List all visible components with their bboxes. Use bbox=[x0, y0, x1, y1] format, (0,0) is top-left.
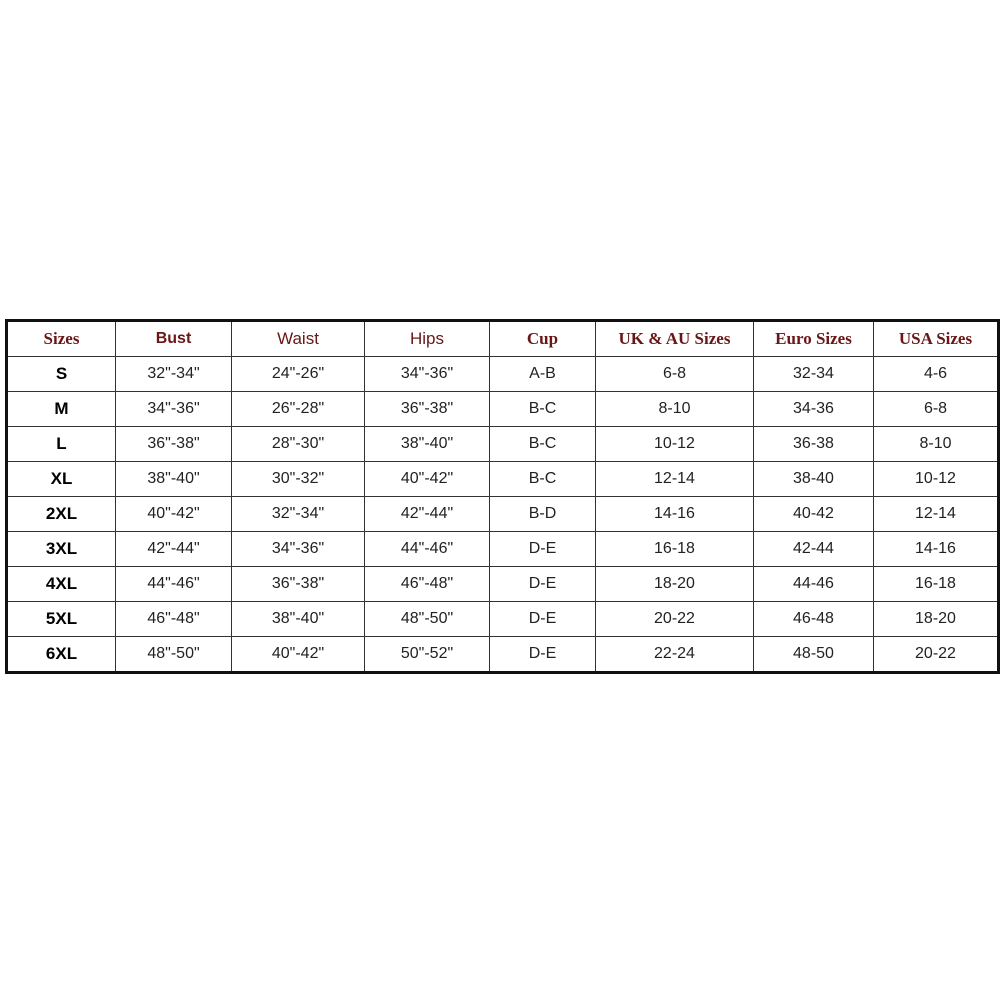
table-cell: 48-50 bbox=[753, 636, 874, 673]
table-cell: 44"-46" bbox=[364, 531, 490, 567]
table-cell: 24"-26" bbox=[231, 356, 365, 392]
table-row: M 34"-36" 26"-28" 36"-38" B-C 8-10 34-36 6-8 bbox=[6, 391, 999, 427]
table-row: 2XL 40"-42" 32"-34" 42"-44" B-D 14-16 40-42 12-… bbox=[6, 496, 999, 532]
table-cell: 18-20 bbox=[595, 566, 754, 602]
table-cell: 34"-36" bbox=[115, 391, 232, 427]
table-cell: A-B bbox=[489, 356, 596, 392]
table-cell: 34"-36" bbox=[364, 356, 490, 392]
table-cell: 50"-52" bbox=[364, 636, 490, 673]
table-cell: B-D bbox=[489, 496, 596, 532]
table-cell: 38-40 bbox=[753, 461, 874, 497]
size-cell: 5XL bbox=[6, 601, 116, 637]
table-cell: 8-10 bbox=[595, 391, 754, 427]
table-cell: 10-12 bbox=[873, 461, 999, 497]
table-cell: 30"-32" bbox=[231, 461, 365, 497]
table-cell: 46-48 bbox=[753, 601, 874, 637]
header-cell: Euro Sizes bbox=[753, 320, 874, 357]
table-cell: 16-18 bbox=[873, 566, 999, 602]
table-cell: 20-22 bbox=[873, 636, 999, 673]
table-cell: 46"-48" bbox=[115, 601, 232, 637]
table-cell: 40-42 bbox=[753, 496, 874, 532]
header-cell: Waist bbox=[231, 320, 365, 357]
table-cell: B-C bbox=[489, 426, 596, 462]
table-cell: 12-14 bbox=[595, 461, 754, 497]
size-cell: M bbox=[6, 391, 116, 427]
table-cell: 44-46 bbox=[753, 566, 874, 602]
table-cell: 18-20 bbox=[873, 601, 999, 637]
table-cell: 42"-44" bbox=[115, 531, 232, 567]
table-cell: 42"-44" bbox=[364, 496, 490, 532]
header-cell: Sizes bbox=[6, 320, 116, 357]
table-row: 4XL 44"-46" 36"-38" 46"-48" D-E 18-20 44-46 16-… bbox=[6, 566, 999, 602]
size-table: Sizes Bust Waist Hips Cup UK & AU Sizes Euro S… bbox=[5, 319, 1000, 674]
table-cell: 16-18 bbox=[595, 531, 754, 567]
table-row: 5XL 46"-48" 38"-40" 48"-50" D-E 20-22 46-48 18-… bbox=[6, 601, 999, 637]
header-cell: UK & AU Sizes bbox=[595, 320, 754, 357]
header-cell: Bust bbox=[115, 320, 232, 357]
table-cell: 10-12 bbox=[595, 426, 754, 462]
table-cell: 8-10 bbox=[873, 426, 999, 462]
table-cell: 14-16 bbox=[595, 496, 754, 532]
table-cell: 12-14 bbox=[873, 496, 999, 532]
table-row: 6XL 48"-50" 40"-42" 50"-52" D-E 22-24 48-50 20-… bbox=[6, 636, 999, 673]
size-cell: L bbox=[6, 426, 116, 462]
table-row: XL 38"-40" 30"-32" 40"-42" B-C 12-14 38-40 10-1… bbox=[6, 461, 999, 497]
table-cell: 48"-50" bbox=[364, 601, 490, 637]
table-cell: D-E bbox=[489, 531, 596, 567]
table-cell: 20-22 bbox=[595, 601, 754, 637]
table-cell: 34"-36" bbox=[231, 531, 365, 567]
table-cell: 38"-40" bbox=[364, 426, 490, 462]
table-cell: 32"-34" bbox=[115, 356, 232, 392]
table-cell: D-E bbox=[489, 566, 596, 602]
table-row: L 36"-38" 28"-30" 38"-40" B-C 10-12 36-38 8-10 bbox=[6, 426, 999, 462]
header-cell: Cup bbox=[489, 320, 596, 357]
size-cell: XL bbox=[6, 461, 116, 497]
size-cell: S bbox=[6, 356, 116, 392]
table-cell: 6-8 bbox=[873, 391, 999, 427]
size-cell: 4XL bbox=[6, 566, 116, 602]
table-cell: 36"-38" bbox=[364, 391, 490, 427]
table-cell: 42-44 bbox=[753, 531, 874, 567]
table-cell: 4-6 bbox=[873, 356, 999, 392]
table-cell: 36"-38" bbox=[231, 566, 365, 602]
table-cell: 40"-42" bbox=[231, 636, 365, 673]
table-cell: 44"-46" bbox=[115, 566, 232, 602]
table-cell: 22-24 bbox=[595, 636, 754, 673]
table-cell: 36"-38" bbox=[115, 426, 232, 462]
table-cell: B-C bbox=[489, 391, 596, 427]
table-cell: 26"-28" bbox=[231, 391, 365, 427]
table-cell: B-C bbox=[489, 461, 596, 497]
table-cell: 38"-40" bbox=[231, 601, 365, 637]
table-cell: D-E bbox=[489, 601, 596, 637]
table-cell: 14-16 bbox=[873, 531, 999, 567]
table-body: S 32"-34" 24"-26" 34"-36" A-B 6-8 32-34 4-6 M 34"… bbox=[6, 356, 999, 673]
table-cell: 40"-42" bbox=[364, 461, 490, 497]
table-cell: 48"-50" bbox=[115, 636, 232, 673]
table-cell: 46"-48" bbox=[364, 566, 490, 602]
table-cell: 32-34 bbox=[753, 356, 874, 392]
table-cell: 36-38 bbox=[753, 426, 874, 462]
size-cell: 6XL bbox=[6, 636, 116, 673]
table-cell: 32"-34" bbox=[231, 496, 365, 532]
table-cell: 6-8 bbox=[595, 356, 754, 392]
size-cell: 2XL bbox=[6, 496, 116, 532]
table-row: S 32"-34" 24"-26" 34"-36" A-B 6-8 32-34 4-6 bbox=[6, 356, 999, 392]
table-cell: D-E bbox=[489, 636, 596, 673]
table-cell: 28"-30" bbox=[231, 426, 365, 462]
header-row: Sizes Bust Waist Hips Cup UK & AU Sizes Euro S… bbox=[6, 320, 999, 357]
table-cell: 34-36 bbox=[753, 391, 874, 427]
size-cell: 3XL bbox=[6, 531, 116, 567]
table-row: 3XL 42"-44" 34"-36" 44"-46" D-E 16-18 42-44 14-… bbox=[6, 531, 999, 567]
header-cell: USA Sizes bbox=[873, 320, 999, 357]
table-cell: 40"-42" bbox=[115, 496, 232, 532]
header-cell: Hips bbox=[364, 320, 490, 357]
table-cell: 38"-40" bbox=[115, 461, 232, 497]
